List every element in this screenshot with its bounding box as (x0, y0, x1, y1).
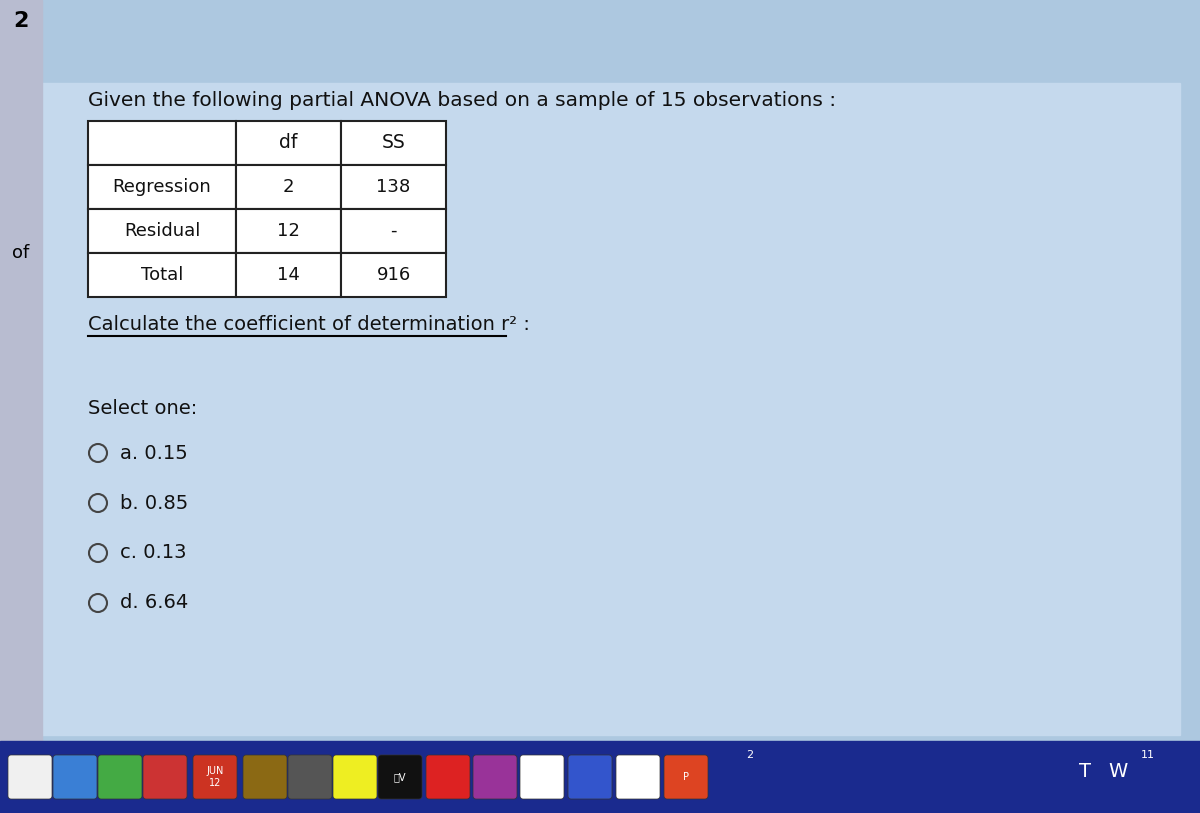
FancyBboxPatch shape (8, 755, 52, 799)
Text: 12: 12 (277, 222, 300, 240)
Text: Given the following partial ANOVA based on a sample of 15 observations :: Given the following partial ANOVA based … (88, 92, 836, 111)
FancyBboxPatch shape (520, 755, 564, 799)
Circle shape (89, 544, 107, 562)
Circle shape (89, 494, 107, 512)
Text: T: T (1079, 762, 1091, 780)
FancyBboxPatch shape (664, 755, 708, 799)
Bar (88, 165, 236, 209)
Text: -: - (390, 222, 397, 240)
Text: 2: 2 (746, 750, 754, 760)
FancyBboxPatch shape (242, 755, 287, 799)
FancyBboxPatch shape (98, 755, 142, 799)
Bar (88, 121, 236, 165)
Text: a. 0.15: a. 0.15 (120, 444, 187, 463)
Bar (88, 209, 236, 253)
Bar (88, 253, 236, 297)
Bar (236, 209, 341, 253)
Text: Residual: Residual (124, 222, 200, 240)
Text: JUN
12: JUN 12 (206, 766, 223, 788)
Text: df: df (280, 133, 298, 153)
Bar (341, 253, 446, 297)
Text: Select one:: Select one: (88, 398, 197, 418)
FancyBboxPatch shape (334, 755, 377, 799)
Text: 916: 916 (377, 266, 410, 284)
Text: of: of (12, 244, 30, 262)
Text: SS: SS (382, 133, 406, 153)
FancyBboxPatch shape (53, 755, 97, 799)
Text: b. 0.85: b. 0.85 (120, 493, 188, 512)
FancyBboxPatch shape (288, 755, 332, 799)
Circle shape (89, 444, 107, 462)
Text: Calculate the coefficient of determination r² :: Calculate the coefficient of determinati… (88, 315, 530, 334)
FancyBboxPatch shape (616, 755, 660, 799)
FancyBboxPatch shape (426, 755, 470, 799)
Text: 14: 14 (277, 266, 300, 284)
Bar (0, 741, 1200, 813)
Text: 2: 2 (13, 11, 29, 31)
Text: c. 0.13: c. 0.13 (120, 544, 186, 563)
Bar (341, 209, 446, 253)
FancyBboxPatch shape (378, 755, 422, 799)
Bar (236, 121, 341, 165)
Text: Total: Total (140, 266, 184, 284)
Bar (42, 83, 1180, 735)
FancyBboxPatch shape (193, 755, 238, 799)
Text: 2: 2 (283, 178, 294, 196)
Bar (341, 121, 446, 165)
Circle shape (89, 594, 107, 612)
FancyBboxPatch shape (568, 755, 612, 799)
Bar (236, 253, 341, 297)
Bar (0, 0, 42, 741)
Text: 11: 11 (1141, 750, 1154, 760)
Text: P: P (683, 772, 689, 782)
Bar (341, 165, 446, 209)
Text: ⓉV: ⓉV (394, 772, 407, 782)
FancyBboxPatch shape (143, 755, 187, 799)
Text: W: W (1109, 762, 1128, 780)
Bar (236, 165, 341, 209)
Text: d. 6.64: d. 6.64 (120, 593, 188, 612)
Text: 138: 138 (377, 178, 410, 196)
Text: Regression: Regression (113, 178, 211, 196)
FancyBboxPatch shape (473, 755, 517, 799)
